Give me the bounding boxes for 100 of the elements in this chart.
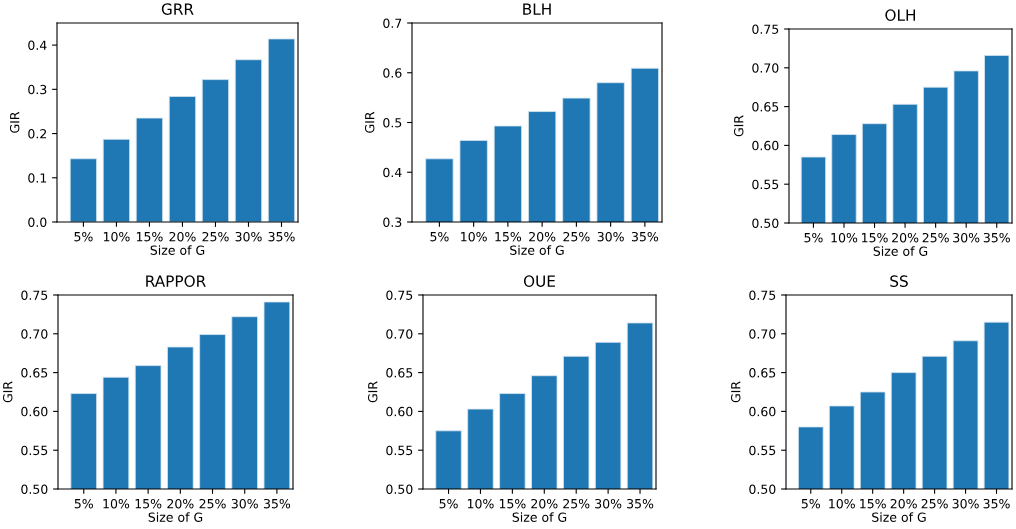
x-tick-label: 35% — [263, 498, 291, 509]
y-tick-label: 0.60 — [386, 406, 413, 417]
y-tick-label: 0.3 — [28, 84, 47, 95]
x-axis-title: Size of G — [510, 245, 564, 255]
bar — [168, 95, 197, 222]
x-tick-label: 10% — [467, 498, 494, 509]
y-axis-title: GIR — [368, 381, 378, 403]
x-tick-label: 25% — [922, 232, 949, 243]
x-tick-label: 30% — [597, 231, 624, 242]
chart-title: GRR — [161, 3, 194, 15]
bar — [102, 138, 131, 222]
x-tick-label: 5% — [74, 231, 93, 242]
y-tick-label: 0.65 — [386, 368, 413, 378]
x-tick-label: 35% — [627, 498, 654, 509]
x-tick-label: 5% — [74, 498, 93, 509]
x-tick-label: 25% — [199, 498, 226, 509]
y-tick-label: 0.60 — [752, 140, 779, 151]
x-tick-label: 35% — [983, 498, 1010, 509]
x-tick-label: 5% — [801, 498, 820, 509]
x-tick-label: 25% — [202, 231, 229, 242]
x-tick-label: 10% — [829, 498, 855, 509]
y-tick-label: 0.2 — [28, 129, 47, 139]
x-axis-title: Size of G — [872, 512, 926, 522]
y-tick-label: 0.55 — [21, 445, 48, 456]
y-tick-label: 0.70 — [749, 329, 776, 339]
x-tick-label: 30% — [235, 231, 262, 242]
x-tick-label: 5% — [804, 232, 823, 243]
x-tick-label: 25% — [563, 231, 590, 242]
y-tick-label: 0.65 — [752, 102, 779, 112]
bar — [267, 38, 296, 222]
x-axis-title: Size of G — [148, 512, 203, 522]
y-tick-label: 0.55 — [752, 179, 779, 190]
x-tick-label: 15% — [135, 498, 162, 509]
x-tick-label: 20% — [169, 231, 196, 242]
y-tick-label: 0.75 — [749, 290, 776, 300]
x-axis-title: Size of G — [873, 246, 928, 256]
x-tick-label: 15% — [860, 498, 886, 509]
y-tick-label: 0.75 — [386, 290, 413, 300]
x-axis-title: Size of G — [150, 245, 205, 255]
x-tick-label: 15% — [495, 231, 522, 242]
x-tick-label: 10% — [831, 232, 858, 243]
bar — [234, 59, 263, 222]
y-axis-title: GIR — [364, 111, 375, 133]
y-tick-label: 0.70 — [21, 329, 48, 339]
x-tick-label: 20% — [531, 498, 558, 509]
x-tick-label: 10% — [461, 231, 487, 242]
y-tick-label: 0.70 — [386, 329, 413, 339]
y-tick-label: 0.5 — [383, 117, 402, 128]
x-tick-label: 15% — [499, 498, 526, 509]
y-tick-label: 0.65 — [21, 368, 48, 378]
y-tick-label: 0.50 — [21, 484, 48, 494]
x-tick-label: 35% — [268, 231, 295, 242]
x-tick-label: 30% — [231, 498, 258, 509]
y-tick-label: 0.55 — [386, 445, 413, 456]
y-tick-label: 0.6 — [383, 68, 402, 78]
y-tick-label: 0.75 — [21, 290, 48, 300]
y-tick-label: 0.70 — [752, 63, 779, 73]
y-tick-label: 0.65 — [749, 368, 776, 378]
y-tick-label: 0.50 — [752, 218, 779, 228]
y-axis-title: GIR — [734, 115, 744, 137]
chart-title: OUE — [523, 275, 555, 287]
x-tick-label: 20% — [167, 498, 194, 509]
x-tick-label: 35% — [983, 232, 1010, 243]
y-tick-label: 0.75 — [752, 24, 779, 34]
x-tick-label: 15% — [136, 231, 163, 242]
y-tick-label: 0.50 — [749, 484, 776, 494]
x-tick-label: 35% — [631, 231, 659, 242]
x-tick-label: 10% — [103, 231, 130, 242]
y-axis-title: GIR — [3, 381, 13, 403]
y-tick-label: 0.0 — [28, 217, 47, 227]
y-tick-label: 0.60 — [749, 406, 776, 417]
y-tick-label: 0.50 — [386, 484, 413, 494]
chart-title: SS — [890, 275, 908, 287]
x-tick-label: 30% — [952, 498, 979, 509]
chart-title: RAPPOR — [146, 275, 206, 287]
x-tick-label: 5% — [430, 231, 449, 242]
x-axis-title: Size of G — [512, 512, 567, 522]
bar — [69, 158, 98, 222]
x-tick-label: 30% — [953, 232, 980, 243]
x-tick-label: 25% — [921, 498, 948, 509]
x-tick-label: 10% — [103, 498, 130, 509]
y-tick-label: 0.55 — [749, 445, 776, 456]
x-tick-label: 20% — [890, 498, 917, 509]
y-axis-title: GIR — [9, 111, 20, 133]
x-tick-label: 25% — [563, 498, 590, 509]
y-tick-label: 0.4 — [383, 167, 402, 178]
x-tick-label: 20% — [892, 232, 919, 243]
bar — [135, 117, 164, 222]
chart-title: OLH — [885, 9, 916, 21]
y-tick-label: 0.3 — [383, 217, 402, 227]
y-tick-label: 0.1 — [28, 173, 47, 183]
y-tick-label: 0.60 — [21, 406, 48, 417]
chart-title: BLH — [523, 3, 551, 15]
x-tick-label: 30% — [595, 498, 622, 509]
x-tick-label: 5% — [439, 498, 458, 509]
y-tick-label: 0.7 — [383, 18, 402, 28]
x-tick-label: 15% — [862, 232, 888, 243]
y-axis-title: GIR — [731, 381, 741, 403]
bar — [201, 79, 230, 222]
y-tick-label: 0.4 — [28, 40, 47, 51]
